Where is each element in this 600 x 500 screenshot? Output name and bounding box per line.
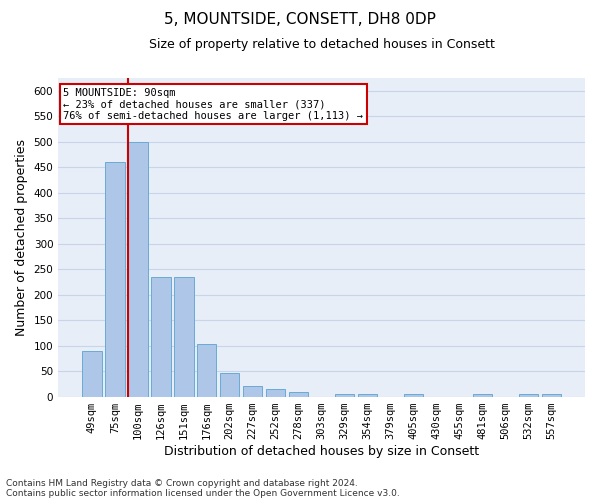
Bar xyxy=(151,277,170,396)
Text: Contains public sector information licensed under the Open Government Licence v3: Contains public sector information licen… xyxy=(6,488,400,498)
Bar xyxy=(404,394,423,396)
Text: 5 MOUNTSIDE: 90sqm
← 23% of detached houses are smaller (337)
76% of semi-detach: 5 MOUNTSIDE: 90sqm ← 23% of detached hou… xyxy=(64,88,364,121)
Bar xyxy=(289,392,308,396)
Bar xyxy=(518,394,538,396)
Bar xyxy=(473,394,492,396)
Text: Contains HM Land Registry data © Crown copyright and database right 2024.: Contains HM Land Registry data © Crown c… xyxy=(6,478,358,488)
Bar xyxy=(220,372,239,396)
Bar xyxy=(105,162,125,396)
Bar xyxy=(197,344,217,397)
Bar xyxy=(243,386,262,396)
Bar xyxy=(335,394,355,396)
X-axis label: Distribution of detached houses by size in Consett: Distribution of detached houses by size … xyxy=(164,444,479,458)
Text: 5, MOUNTSIDE, CONSETT, DH8 0DP: 5, MOUNTSIDE, CONSETT, DH8 0DP xyxy=(164,12,436,28)
Bar xyxy=(266,390,286,396)
Bar xyxy=(542,394,561,396)
Bar xyxy=(82,350,101,397)
Bar xyxy=(358,394,377,396)
Bar xyxy=(174,277,194,396)
Y-axis label: Number of detached properties: Number of detached properties xyxy=(15,139,28,336)
Bar xyxy=(128,142,148,397)
Title: Size of property relative to detached houses in Consett: Size of property relative to detached ho… xyxy=(149,38,494,51)
